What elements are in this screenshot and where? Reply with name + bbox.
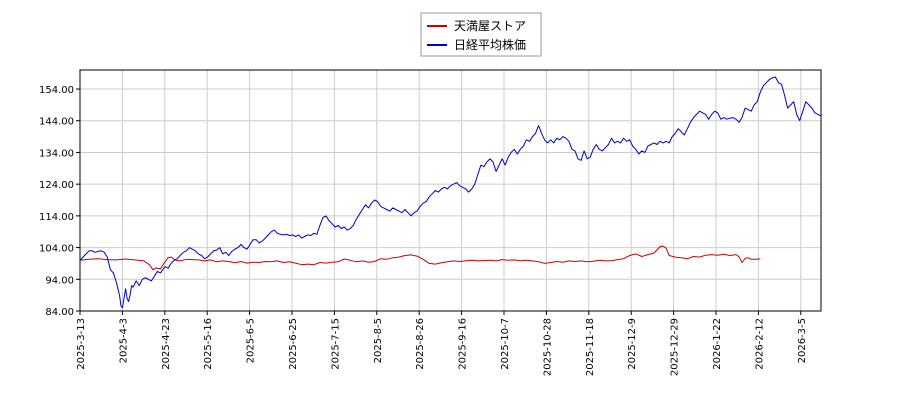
x-tick-label: 2025-3-13 [76, 318, 87, 370]
y-axis: 84.00 94.00 104.00 114.00 124.00 134.00 144.00… [39, 85, 80, 318]
y-tick-label: 84.00 [45, 307, 74, 318]
x-tick-label: 2025-10-7 [500, 318, 511, 370]
x-tick-label: 2025-9-16 [458, 318, 469, 370]
plot-area [79, 69, 822, 312]
x-tick-label: 2026-1-22 [712, 318, 723, 370]
y-tick-label: 154.00 [39, 85, 74, 96]
legend-label-tenmaya: 天満屋ストア [454, 19, 526, 33]
legend-box [420, 12, 542, 57]
y-tick-label: 134.00 [39, 148, 74, 159]
x-tick-label: 2025-7-15 [330, 318, 341, 370]
x-tick-label: 2025-12-9 [627, 318, 638, 370]
legend: 天満屋ストア 日経平均株価 [420, 12, 542, 57]
grid-lines [79, 70, 821, 312]
x-tick-label: 2026-3-5 [797, 318, 808, 363]
x-tick-label: 2025-4-23 [161, 318, 172, 370]
x-tick-label: 2025-4-3 [118, 318, 129, 363]
y-tick-label: 94.00 [45, 275, 74, 286]
x-tick-label: 2025-8-26 [415, 318, 426, 370]
series-lines [79, 76, 822, 309]
y-tick-label: 114.00 [39, 212, 74, 223]
x-tick-label: 2025-12-29 [670, 318, 681, 376]
x-tick-label: 2025-6-25 [288, 318, 299, 370]
x-tick-label: 2025-8-5 [373, 318, 384, 363]
x-tick-label: 2025-11-18 [585, 318, 596, 376]
x-tick-label: 2025-10-28 [542, 318, 553, 376]
y-tick-label: 124.00 [39, 180, 74, 191]
x-tick-label: 2025-6-5 [246, 318, 257, 363]
legend-label-nikkei: 日経平均株価 [454, 37, 526, 52]
y-tick-label: 104.00 [39, 244, 74, 255]
x-tick-label: 2025-5-16 [203, 318, 214, 370]
x-tick-label: 2026-2-12 [754, 318, 765, 370]
series-line-tenmaya [79, 245, 761, 271]
x-axis: 2025-3-13 2025-4-3 2025-4-23 2025-5-16 2025-… [76, 311, 808, 376]
y-tick-label: 144.00 [39, 117, 74, 128]
series-line-nikkei [79, 76, 822, 309]
